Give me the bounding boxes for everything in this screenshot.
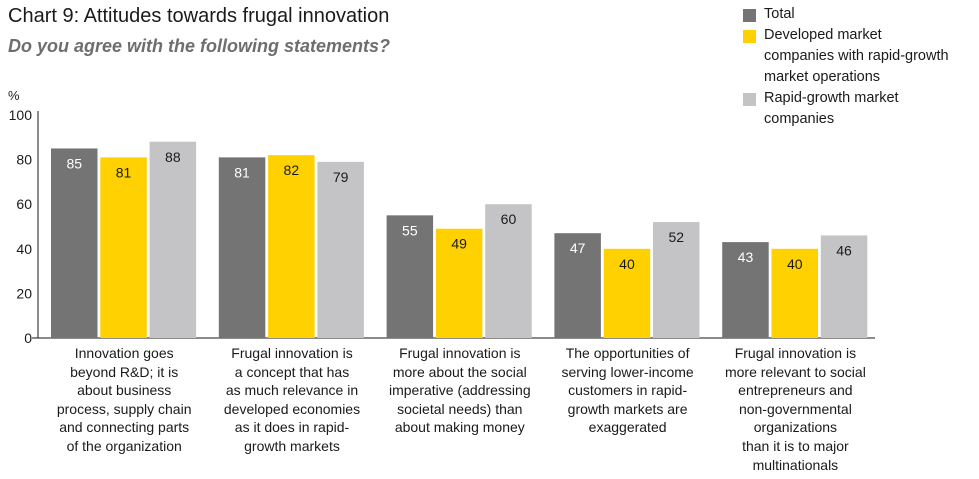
x-category-label-line: societal needs) than — [397, 400, 523, 417]
x-category-label-line: growth markets are — [567, 400, 688, 417]
legend-item: Total — [743, 4, 975, 25]
chart-legend: Total Developed market companies with rapi… — [743, 4, 975, 130]
legend-label-line: companies with rapid-growth — [764, 48, 949, 64]
bar — [386, 215, 434, 338]
bar-value-label: 81 — [234, 164, 250, 180]
x-category-label-line: Frugal innovation is — [231, 345, 353, 361]
data-labels: 85 81 88 81 82 79 55 49 60 47 40 52 43 40 46 — [66, 149, 852, 272]
bars — [51, 141, 868, 338]
bar — [435, 228, 483, 338]
bar-value-label: 40 — [619, 256, 635, 272]
x-category-label: Frugal innovation is a concept that has as… — [208, 344, 376, 456]
x-category-label-line: developed economies — [223, 400, 361, 417]
legend-label-line: Developed market — [764, 27, 882, 43]
y-tick-label: 20 — [16, 285, 32, 301]
x-category-label-line: exaggerated — [588, 419, 667, 436]
x-category-label-line: of the organization — [66, 437, 182, 454]
x-category-label-line: more about the social — [392, 363, 527, 380]
bar — [554, 233, 601, 338]
x-category-label-line: Frugal innovation is — [399, 345, 521, 361]
bar — [317, 161, 364, 338]
x-category-label-line: and connecting parts — [59, 419, 190, 436]
x-category-label: Frugal innovation is more about the socia… — [376, 344, 544, 437]
x-category-label: The opportunities of serving lower-income… — [544, 344, 712, 437]
x-category-label-line: entrepreneurs and — [738, 382, 853, 399]
bar-value-label: 85 — [66, 155, 82, 171]
x-category-label-line: serving lower-income — [561, 363, 694, 380]
legend-label-line: Rapid-growth market — [764, 90, 899, 106]
bar-value-label: 81 — [116, 164, 132, 180]
x-category-label-line: about making money — [394, 419, 525, 436]
bar — [820, 235, 868, 338]
x-category-label-line: Frugal innovation is — [734, 345, 857, 361]
legend-item: Rapid-growth market companies — [743, 88, 975, 130]
bar — [218, 157, 266, 338]
bar-value-label: 79 — [333, 169, 349, 185]
x-category-label-line: customers in rapid- — [568, 382, 688, 399]
legend-swatch — [743, 30, 756, 43]
y-tick-label: 40 — [16, 241, 32, 257]
chart-title: Chart 9: Attitudes towards frugal innova… — [8, 5, 390, 27]
x-category-label-line: beyond R&D; it is — [70, 363, 179, 380]
legend-swatch — [743, 9, 756, 22]
x-category-label-line: organizations — [753, 419, 838, 436]
bar-value-label: 55 — [402, 222, 418, 238]
chart-subtitle: Do you agree with the following statemen… — [8, 36, 391, 56]
y-tick-label: 100 — [9, 107, 33, 123]
x-category-label: Innovation goes beyond R&D; it is about bu… — [40, 344, 208, 456]
x-category-label: Frugal innovation is more relevant to soc… — [711, 344, 879, 474]
x-category-label-line: imperative (addressing — [388, 382, 531, 399]
bar — [485, 204, 532, 338]
x-category-label-line: The opportunities of — [565, 345, 690, 361]
bar — [149, 141, 197, 338]
legend-label-line: Total — [764, 6, 795, 22]
y-axis-unit-label: % — [8, 88, 20, 103]
bar-value-label: 43 — [738, 249, 754, 265]
bar-value-label: 40 — [787, 256, 803, 272]
x-category-label-line: about business — [77, 382, 172, 399]
x-category-label-line: a concept that has — [234, 363, 350, 380]
bar — [603, 248, 651, 338]
bar-value-label: 88 — [165, 149, 181, 165]
bar-value-label: 49 — [451, 236, 467, 252]
bar — [771, 248, 818, 338]
x-category-label-line: Innovation goes — [74, 345, 174, 361]
x-category-label-line: more relevant to social — [724, 363, 866, 380]
bar-value-label: 52 — [668, 229, 684, 245]
x-category-label-line: non-governmental — [738, 400, 852, 417]
x-category-label-line: process, supply chain — [56, 400, 192, 417]
y-tick-label: 0 — [24, 330, 32, 346]
x-category-label-line: as much relevance in — [225, 382, 359, 399]
legend-swatch — [743, 93, 756, 106]
x-category-label-line: as it does in rapid- — [234, 419, 350, 436]
bar-value-label: 46 — [836, 242, 852, 258]
bar-value-label: 47 — [570, 240, 586, 256]
bar — [268, 155, 315, 338]
y-tick-label: 80 — [16, 152, 32, 168]
bar — [51, 148, 98, 338]
x-category-label-line: multinationals — [752, 456, 839, 473]
bar-value-label: 60 — [501, 211, 517, 227]
bar — [722, 242, 769, 338]
y-tick-label: 60 — [16, 196, 32, 212]
bar — [653, 222, 700, 338]
legend-label-line: companies — [764, 111, 835, 127]
x-category-label-line: than it is to major — [742, 437, 849, 454]
bar — [100, 157, 147, 338]
legend-item: Developed market companies with rapid-gro… — [743, 25, 975, 88]
legend-label-line: market operations — [764, 69, 881, 85]
x-category-label-line: growth markets — [244, 437, 340, 454]
bar-value-label: 82 — [284, 162, 300, 178]
